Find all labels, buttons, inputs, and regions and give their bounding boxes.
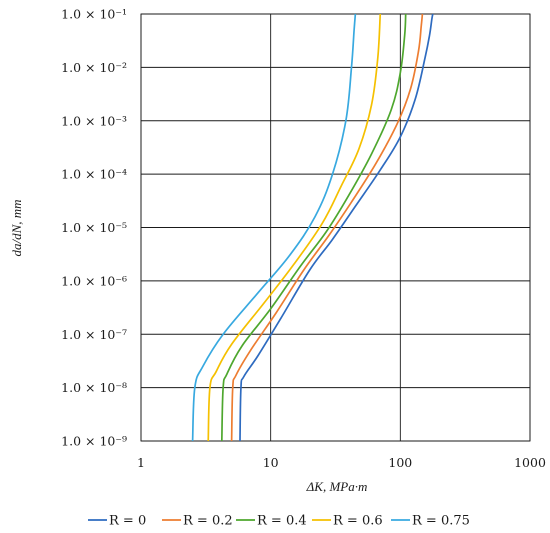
series-line-0 [239,13,434,442]
y-tick-label: 1.0 × 10⁻⁴ [61,167,127,182]
y-tick-label: 1.0 × 10⁻⁹ [61,434,127,449]
legend: R = 0 R = 0.2 R = 0.4 R = 0.6 R = 0.75 [88,514,470,529]
curves [191,13,434,442]
y-tick-label: 1.0 × 10⁻⁷ [61,327,127,342]
x-tick-labels: 1 10 100 1000 [137,455,546,470]
legend-label-1: R = 0.2 [183,514,233,529]
y-tick-label: 1.0 × 10⁻¹ [61,7,127,22]
grid [140,13,531,442]
y-tick-label: 1.0 × 10⁻² [61,60,127,75]
legend-label-3: R = 0.6 [333,514,383,529]
legend-label-4: R = 0.75 [412,514,470,529]
x-tick-label: 100 [388,455,412,470]
y-tick-label: 1.0 × 10⁻⁵ [61,220,127,235]
legend-label-0: R = 0 [109,514,146,529]
y-tick-label: 1.0 × 10⁻⁶ [61,273,127,288]
x-tick-label: 10 [263,455,279,470]
y-tick-labels: 1.0 × 10⁻⁹ 1.0 × 10⁻⁸ 1.0 × 10⁻⁷ 1.0 × 10⁻⁶… [61,7,127,449]
x-axis-title: ΔK, MPa·m [306,479,368,494]
series-line-1 [230,13,424,442]
y-axis-title: da/dN, mm [9,199,24,256]
y-tick-label: 1.0 × 10⁻³ [61,113,127,128]
x-tick-label: 1 [137,455,145,470]
series-line-4 [191,13,357,442]
plot-frame [140,13,531,442]
legend-label-2: R = 0.4 [257,514,307,529]
series-line-3 [207,13,382,442]
y-tick-label: 1.0 × 10⁻⁸ [61,380,127,395]
x-tick-label: 1000 [514,455,546,470]
series-line-2 [220,13,407,442]
